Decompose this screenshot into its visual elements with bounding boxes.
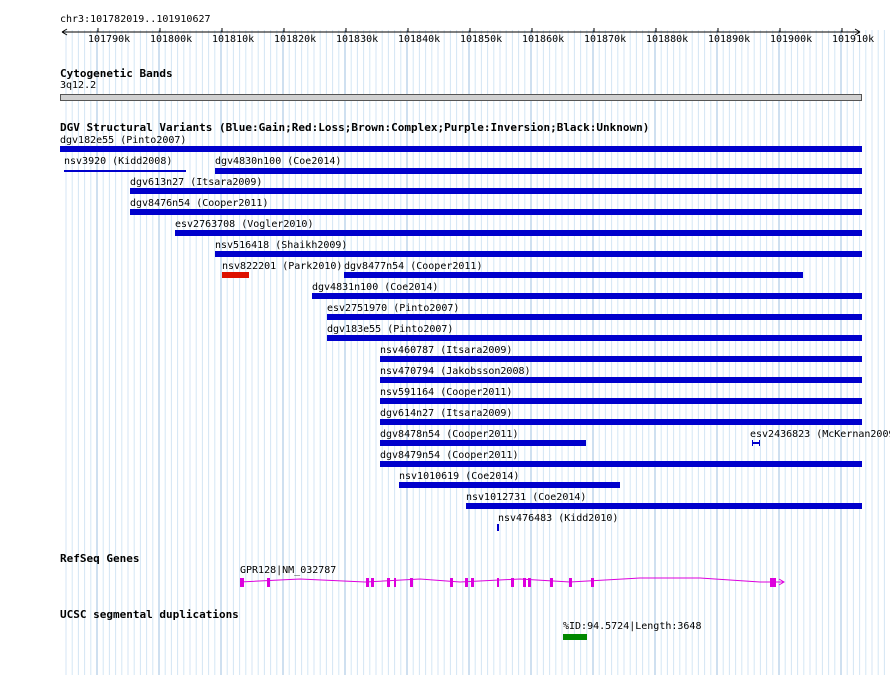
segdup-label[interactable]: %ID:94.5724|Length:3648 [563, 621, 702, 632]
ruler-tick-label: 101810k [212, 34, 255, 45]
dgv-variant-label[interactable]: dgv8479n54 (Cooper2011) [380, 450, 519, 461]
dgv-variant-label[interactable]: nsv460787 (Itsara2009) [380, 345, 513, 356]
gene-exon[interactable] [770, 578, 776, 587]
dgv-variant-label[interactable]: dgv8478n54 (Cooper2011) [380, 429, 519, 440]
dgv-variant-bar[interactable] [380, 419, 862, 425]
dgv-variant-bar[interactable] [175, 230, 862, 236]
ruler-tick-label: 101850k [460, 34, 503, 45]
ruler-tick-label: 101860k [522, 34, 565, 45]
dgv-variant-bar[interactable] [130, 188, 862, 194]
gene-exon[interactable] [394, 578, 396, 587]
gene-exon[interactable] [387, 578, 390, 587]
gene-exon[interactable] [471, 578, 474, 587]
dgv-variant-bar[interactable] [380, 356, 862, 362]
dgv-variant-bar[interactable] [380, 377, 862, 383]
dgv-variant-bar[interactable] [327, 314, 862, 320]
dgv-variant-bar[interactable] [215, 251, 862, 257]
gene-exon[interactable] [497, 578, 499, 587]
gene-exon[interactable] [511, 578, 514, 587]
ruler-tick-label: 101790k [88, 34, 131, 45]
dgv-variant-bar[interactable] [752, 440, 760, 446]
dgv-track-title[interactable]: DGV Structural Variants (Blue:Gain;Red:L… [60, 121, 650, 134]
dgv-variant-label[interactable]: nsv476483 (Kidd2010) [498, 513, 619, 524]
dgv-variant-bar[interactable] [399, 482, 620, 488]
dgv-variant-label[interactable]: dgv8476n54 (Cooper2011) [130, 198, 269, 209]
dgv-variant-bar[interactable] [312, 293, 862, 299]
dgv-variant-label[interactable]: dgv613n27 (Itsara2009) [130, 177, 263, 188]
segdup-bar[interactable] [563, 634, 587, 640]
segdups-track-title[interactable]: UCSC segmental duplications [60, 608, 239, 621]
ruler-tick-label: 101890k [708, 34, 751, 45]
dgv-variant-bar[interactable] [64, 170, 186, 172]
ruler-tick-label: 101870k [584, 34, 627, 45]
dgv-variant-label[interactable]: dgv4831n100 (Coe2014) [312, 282, 439, 293]
cytoband-name: 3q12.2 [60, 80, 97, 91]
dgv-variant-bar[interactable] [215, 168, 862, 174]
ruler-tick-label: 101830k [336, 34, 379, 45]
gene-exon[interactable] [450, 578, 453, 587]
gene-exon[interactable] [523, 578, 526, 587]
dgv-variant-bar[interactable] [344, 272, 803, 278]
dgv-variant-bar[interactable] [60, 146, 862, 152]
dgv-variant-label[interactable]: nsv591164 (Cooper2011) [380, 387, 513, 398]
refseq-track-title[interactable]: RefSeq Genes [60, 552, 140, 565]
dgv-variant-label[interactable]: nsv1012731 (Coe2014) [466, 492, 587, 503]
ruler-tick-label: 101820k [274, 34, 317, 45]
position-label: chr3:101782019..101910627 [60, 14, 211, 25]
dgv-variant-bar[interactable] [222, 272, 249, 278]
ruler-tick-label: 101880k [646, 34, 689, 45]
gene-exon[interactable] [465, 578, 468, 587]
ruler-tick-label: 101900k [770, 34, 813, 45]
dgv-variant-bar[interactable] [380, 440, 586, 446]
dgv-variant-bar[interactable] [327, 335, 862, 341]
dgv-variant-label[interactable]: dgv614n27 (Itsara2009) [380, 408, 513, 419]
dgv-variant-label[interactable]: dgv4830n100 (Coe2014) [215, 156, 342, 167]
dgv-variant-label[interactable]: nsv3920 (Kidd2008) [64, 156, 173, 167]
ruler-tick-label: 101910k [832, 34, 875, 45]
dgv-variant-bar[interactable] [497, 524, 499, 531]
gene-exon[interactable] [267, 578, 270, 587]
dgv-variant-label[interactable]: esv2763708 (Vogler2010) [175, 219, 314, 230]
ruler-tick-label: 101840k [398, 34, 441, 45]
dgv-variant-bar[interactable] [380, 461, 862, 467]
gene-exon[interactable] [550, 578, 553, 587]
dgv-variant-label[interactable]: dgv182e55 (Pinto2007) [60, 135, 187, 146]
dgv-variant-label[interactable]: dgv183e55 (Pinto2007) [327, 324, 454, 335]
gene-exon[interactable] [240, 578, 244, 587]
dgv-variant-bar[interactable] [380, 398, 862, 404]
gene-exon[interactable] [528, 578, 531, 587]
gene-exon[interactable] [591, 578, 594, 587]
refseq-gene-model[interactable] [0, 572, 890, 592]
dgv-variant-bar[interactable] [130, 209, 862, 215]
ruler-arrow-line [61, 28, 861, 36]
gene-exon[interactable] [410, 578, 413, 587]
gene-intron-line [239, 577, 783, 583]
dgv-variant-label[interactable]: esv2436823 (McKernan2009) [750, 429, 890, 440]
ruler-tick-label: 101800k [150, 34, 193, 45]
gene-exon[interactable] [371, 578, 374, 587]
dgv-variant-label[interactable]: nsv822201 (Park2010) [222, 261, 343, 272]
dgv-variant-label[interactable]: dgv8477n54 (Cooper2011) [344, 261, 483, 272]
dgv-variant-label[interactable]: esv2751970 (Pinto2007) [327, 303, 460, 314]
gene-exon[interactable] [569, 578, 572, 587]
dgv-variant-bar[interactable] [466, 503, 862, 509]
dgv-variant-label[interactable]: nsv470794 (Jakobsson2008) [380, 366, 531, 377]
cytobands-track-title[interactable]: Cytogenetic Bands [60, 67, 173, 80]
refseq-gene-label[interactable]: GPR128|NM_032787 [240, 565, 337, 576]
strand-arrow-icon [778, 578, 785, 586]
cytoband-ideogram[interactable] [60, 94, 862, 101]
dgv-variant-label[interactable]: nsv516418 (Shaikh2009) [215, 240, 348, 251]
gene-exon[interactable] [366, 578, 369, 587]
dgv-variant-label[interactable]: nsv1010619 (Coe2014) [399, 471, 520, 482]
